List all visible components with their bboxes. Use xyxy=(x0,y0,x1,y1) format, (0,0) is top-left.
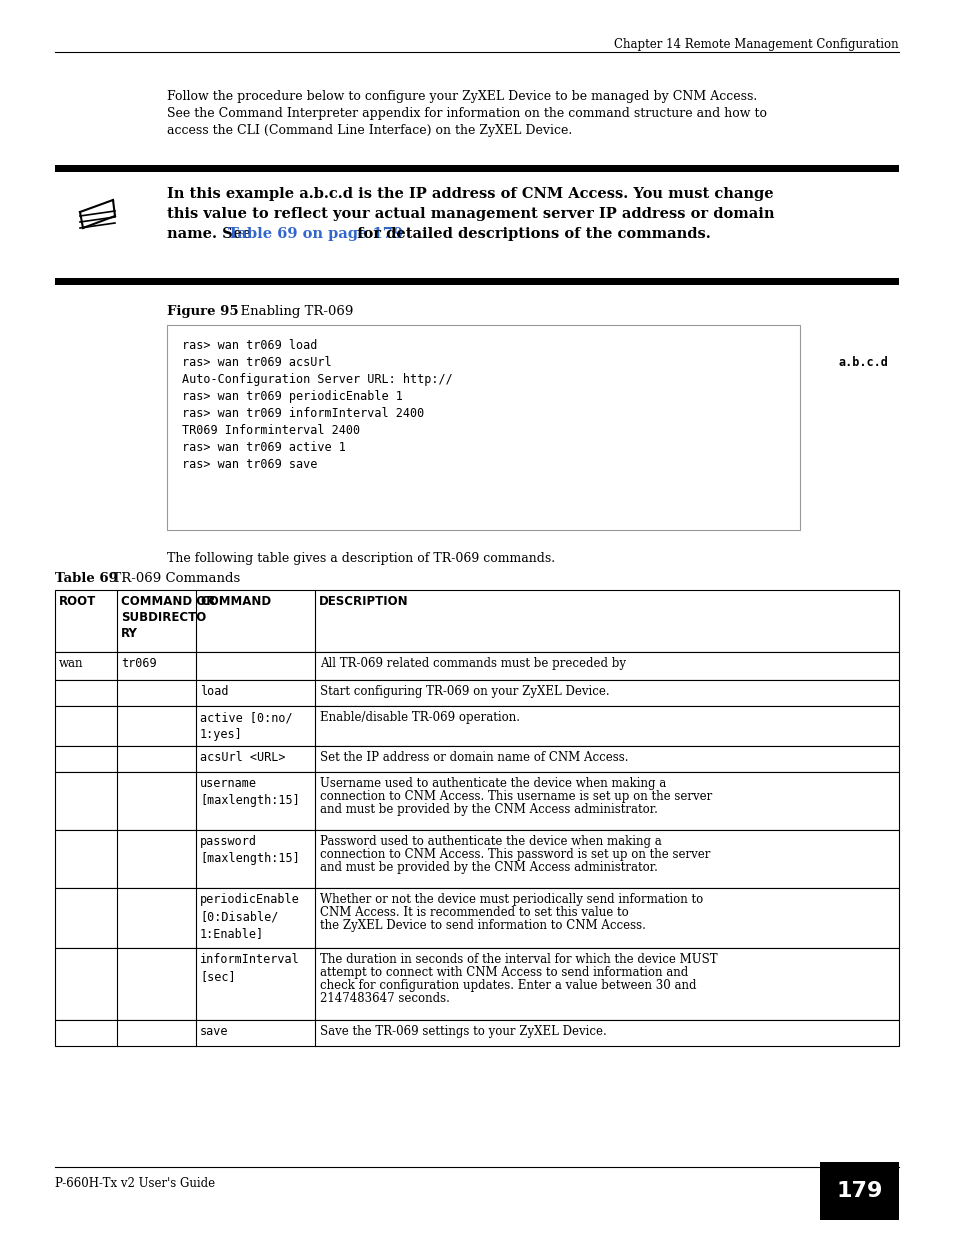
Text: name. See: name. See xyxy=(167,227,256,241)
Text: check for configuration updates. Enter a value between 30 and: check for configuration updates. Enter a… xyxy=(319,979,696,992)
Bar xyxy=(55,772,898,830)
Text: informInterval
[sec]: informInterval [sec] xyxy=(200,953,299,983)
Text: ras> wan tr069 active 1: ras> wan tr069 active 1 xyxy=(182,441,346,454)
Text: Password used to authenticate the device when making a: Password used to authenticate the device… xyxy=(319,835,661,848)
Text: The duration in seconds of the interval for which the device MUST: The duration in seconds of the interval … xyxy=(319,953,717,966)
Text: Auto-Configuration Server URL: http://: Auto-Configuration Server URL: http:// xyxy=(182,373,453,387)
Bar xyxy=(167,325,800,530)
Text: Table 69 on page 179: Table 69 on page 179 xyxy=(229,227,403,241)
Text: attempt to connect with CNM Access to send information and: attempt to connect with CNM Access to se… xyxy=(319,966,687,979)
Text: wan: wan xyxy=(59,657,84,671)
Text: TR-069 Commands: TR-069 Commands xyxy=(104,572,240,585)
Bar xyxy=(55,888,898,948)
Bar xyxy=(55,590,898,652)
Text: access the CLI (Command Line Interface) on the ZyXEL Device.: access the CLI (Command Line Interface) … xyxy=(167,124,572,137)
Text: See the Command Interpreter appendix for information on the command structure an: See the Command Interpreter appendix for… xyxy=(167,107,766,120)
Text: ras> wan tr069 save: ras> wan tr069 save xyxy=(182,458,317,471)
Text: Enable/disable TR-069 operation.: Enable/disable TR-069 operation. xyxy=(319,711,519,724)
Bar xyxy=(55,948,898,1020)
Text: and must be provided by the CNM Access administrator.: and must be provided by the CNM Access a… xyxy=(319,803,658,816)
Text: TR069 Informinterval 2400: TR069 Informinterval 2400 xyxy=(182,424,359,437)
Text: save: save xyxy=(200,1025,229,1037)
Bar xyxy=(55,706,898,746)
Text: In this example a.b.c.d is the IP address of CNM Access. You must change: In this example a.b.c.d is the IP addres… xyxy=(167,186,773,201)
Text: active [0:no/
1:yes]: active [0:no/ 1:yes] xyxy=(200,711,293,741)
Text: load: load xyxy=(200,685,229,698)
Text: Start configuring TR-069 on your ZyXEL Device.: Start configuring TR-069 on your ZyXEL D… xyxy=(319,685,609,698)
Text: 179: 179 xyxy=(836,1181,882,1200)
Bar xyxy=(55,830,898,888)
Text: Username used to authenticate the device when making a: Username used to authenticate the device… xyxy=(319,777,665,790)
Text: COMMAND: COMMAND xyxy=(200,595,271,608)
Text: Chapter 14 Remote Management Configuration: Chapter 14 Remote Management Configurati… xyxy=(614,38,898,51)
Text: DESCRIPTION: DESCRIPTION xyxy=(318,595,408,608)
Text: Save the TR-069 settings to your ZyXEL Device.: Save the TR-069 settings to your ZyXEL D… xyxy=(319,1025,606,1037)
Text: Enabling TR-069: Enabling TR-069 xyxy=(232,305,353,317)
Bar xyxy=(55,746,898,772)
Text: Figure 95: Figure 95 xyxy=(167,305,238,317)
Bar xyxy=(55,278,898,285)
Text: acsUrl <URL>: acsUrl <URL> xyxy=(200,751,285,764)
Text: 2147483647 seconds.: 2147483647 seconds. xyxy=(319,992,450,1005)
Text: for detailed descriptions of the commands.: for detailed descriptions of the command… xyxy=(351,227,709,241)
Bar xyxy=(55,652,898,680)
Text: The following table gives a description of TR-069 commands.: The following table gives a description … xyxy=(167,552,555,564)
Text: Set the IP address or domain name of CNM Access.: Set the IP address or domain name of CNM… xyxy=(319,751,628,764)
Text: All TR-069 related commands must be preceded by: All TR-069 related commands must be prec… xyxy=(319,657,629,671)
Text: COMMAND OR
SUBDIRECTO
RY: COMMAND OR SUBDIRECTO RY xyxy=(121,595,215,640)
Text: CNM Access. It is recommended to set this value to: CNM Access. It is recommended to set thi… xyxy=(319,906,632,919)
Text: tr069: tr069 xyxy=(121,657,156,671)
Bar xyxy=(820,1162,898,1220)
Text: P-660H-Tx v2 User's Guide: P-660H-Tx v2 User's Guide xyxy=(55,1177,214,1191)
Text: a.b.c.d: a.b.c.d xyxy=(838,356,887,369)
Text: Follow the procedure below to configure your ZyXEL Device to be managed by CNM A: Follow the procedure below to configure … xyxy=(167,90,757,103)
Bar xyxy=(55,1020,898,1046)
Text: ras> wan tr069 periodicEnable 1: ras> wan tr069 periodicEnable 1 xyxy=(182,390,402,403)
Text: Whether or not the device must periodically send information to: Whether or not the device must periodica… xyxy=(319,893,702,906)
Text: ras> wan tr069 acsUrl: ras> wan tr069 acsUrl xyxy=(182,356,338,369)
Text: Table 69: Table 69 xyxy=(55,572,118,585)
Text: ras> wan tr069 load: ras> wan tr069 load xyxy=(182,338,317,352)
Text: ras> wan tr069 informInterval 2400: ras> wan tr069 informInterval 2400 xyxy=(182,408,424,420)
Text: connection to CNM Access. This password is set up on the server: connection to CNM Access. This password … xyxy=(319,848,710,861)
Text: username
[maxlength:15]: username [maxlength:15] xyxy=(200,777,299,806)
Text: periodicEnable
[0:Disable/
1:Enable]: periodicEnable [0:Disable/ 1:Enable] xyxy=(200,893,299,940)
Text: this value to reflect your actual management server IP address or domain: this value to reflect your actual manage… xyxy=(167,207,774,221)
Text: connection to CNM Access. This username is set up on the server: connection to CNM Access. This username … xyxy=(319,790,712,803)
Bar xyxy=(55,165,898,172)
Bar xyxy=(55,680,898,706)
Text: password
[maxlength:15]: password [maxlength:15] xyxy=(200,835,299,864)
Text: the ZyXEL Device to send information to CNM Access.: the ZyXEL Device to send information to … xyxy=(319,919,645,932)
Text: and must be provided by the CNM Access administrator.: and must be provided by the CNM Access a… xyxy=(319,861,658,874)
Text: ROOT: ROOT xyxy=(59,595,96,608)
